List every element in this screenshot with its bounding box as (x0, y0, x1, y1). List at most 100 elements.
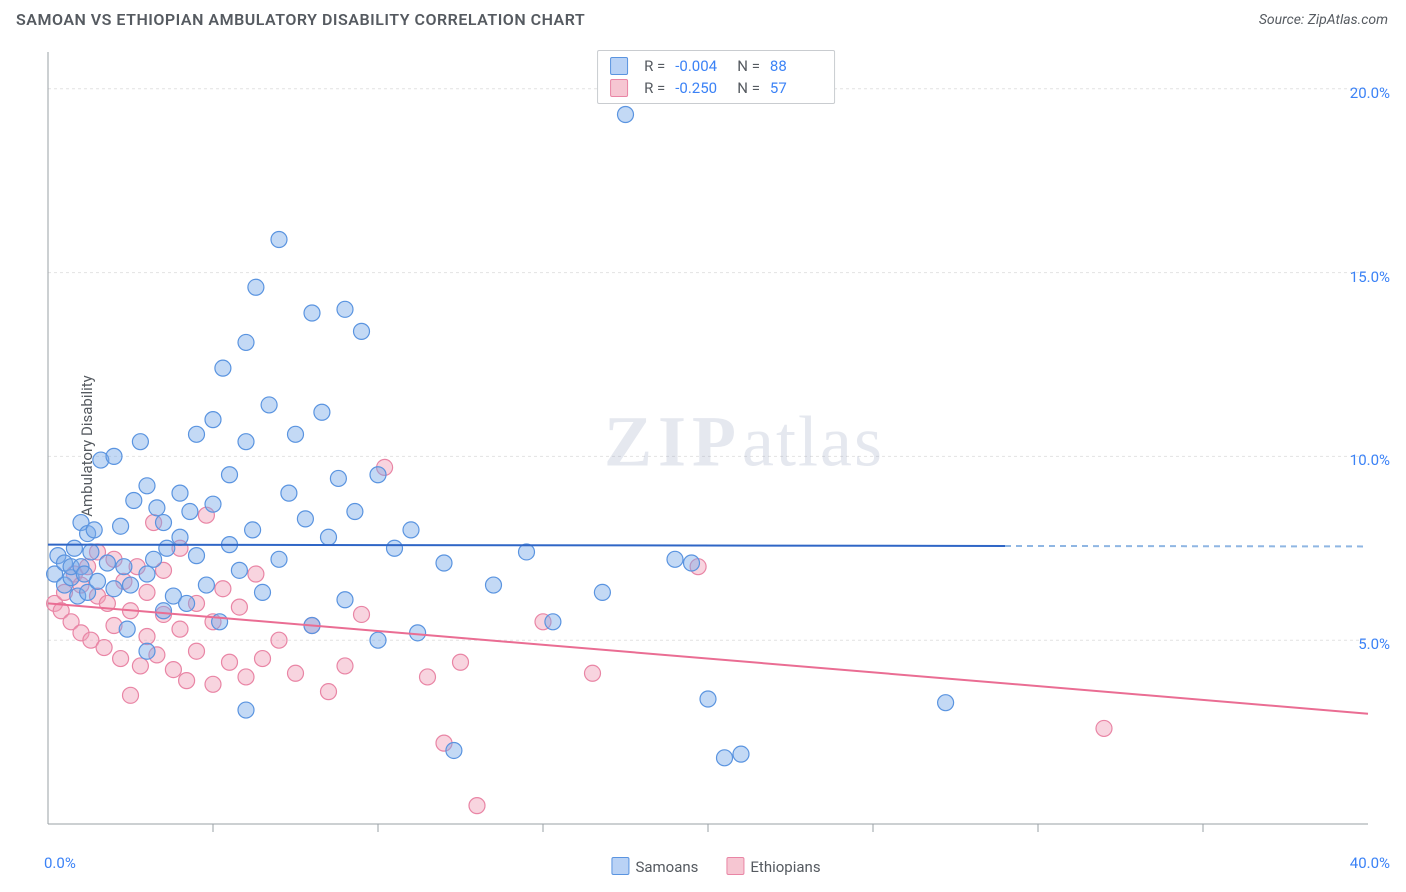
data-point (215, 360, 231, 376)
data-point (172, 621, 188, 637)
data-point (139, 643, 155, 659)
data-point (717, 750, 733, 766)
data-point (106, 448, 122, 464)
data-point (446, 742, 462, 758)
data-point (172, 485, 188, 501)
data-point (271, 231, 287, 247)
y-tick: 10.0% (1350, 451, 1390, 469)
trend-line (48, 545, 1005, 546)
data-point (238, 434, 254, 450)
y-tick: 15.0% (1350, 268, 1390, 286)
x-tick-max: 40.0% (1350, 854, 1390, 872)
y-tick: 5.0% (1358, 635, 1390, 653)
data-point (96, 640, 112, 656)
data-point (106, 581, 122, 597)
y-axis-label: Ambulatory Disability (78, 375, 96, 517)
data-point (453, 654, 469, 670)
data-point (436, 555, 452, 571)
data-point (667, 551, 683, 567)
data-point (594, 584, 610, 600)
data-point (733, 746, 749, 762)
data-point (248, 566, 264, 582)
data-point (212, 614, 228, 630)
data-point (86, 522, 102, 538)
data-point (271, 551, 287, 567)
data-point (231, 562, 247, 578)
data-point (297, 511, 313, 527)
scatter-plot (44, 48, 1380, 834)
series-legend: Samoans Ethiopians (611, 857, 820, 876)
data-point (314, 404, 330, 420)
data-point (271, 632, 287, 648)
data-point (245, 522, 261, 538)
data-point (684, 555, 700, 571)
data-point (189, 548, 205, 564)
data-point (132, 434, 148, 450)
data-point (172, 529, 188, 545)
data-point (146, 551, 162, 567)
legend-item: Ethiopians (726, 857, 820, 876)
data-point (179, 673, 195, 689)
data-point (139, 629, 155, 645)
data-point (261, 397, 277, 413)
data-point (83, 544, 99, 560)
data-point (198, 577, 214, 593)
data-point (288, 426, 304, 442)
y-tick: 20.0% (1350, 84, 1390, 102)
data-point (189, 643, 205, 659)
x-tick-min: 0.0% (44, 854, 76, 872)
data-point (222, 654, 238, 670)
data-point (119, 621, 135, 637)
data-point (337, 301, 353, 317)
data-point (321, 684, 337, 700)
data-point (113, 651, 129, 667)
data-point (370, 467, 386, 483)
data-point (189, 426, 205, 442)
data-point (126, 492, 142, 508)
data-point (99, 555, 115, 571)
data-point (304, 305, 320, 321)
legend-stat-row: R =-0.004N =88 (610, 55, 822, 77)
data-point (545, 614, 561, 630)
data-point (123, 577, 139, 593)
stats-legend: R =-0.004N =88R =-0.250N =57 (597, 50, 835, 104)
data-point (113, 518, 129, 534)
source-label: Source: ZipAtlas.com (1259, 12, 1388, 28)
data-point (585, 665, 601, 681)
data-point (139, 584, 155, 600)
data-point (938, 695, 954, 711)
data-point (321, 529, 337, 545)
data-point (238, 669, 254, 685)
data-point (159, 540, 175, 556)
data-point (123, 687, 139, 703)
legend-item: Samoans (611, 857, 698, 876)
chart-title: SAMOAN VS ETHIOPIAN AMBULATORY DISABILIT… (16, 10, 585, 29)
data-point (281, 485, 297, 501)
data-point (205, 496, 221, 512)
data-point (255, 651, 271, 667)
data-point (354, 606, 370, 622)
data-point (132, 658, 148, 674)
data-point (179, 595, 195, 611)
data-point (330, 470, 346, 486)
data-point (238, 702, 254, 718)
data-point (248, 279, 264, 295)
data-point (165, 662, 181, 678)
data-point (139, 566, 155, 582)
data-point (403, 522, 419, 538)
data-point (337, 658, 353, 674)
data-point (469, 798, 485, 814)
data-point (149, 500, 165, 516)
data-point (618, 106, 634, 122)
data-point (519, 544, 535, 560)
data-point (231, 599, 247, 615)
data-point (215, 581, 231, 597)
chart-area: Ambulatory Disability ZIPatlas R =-0.004… (44, 48, 1388, 844)
data-point (255, 584, 271, 600)
data-point (700, 691, 716, 707)
data-point (156, 603, 172, 619)
data-point (182, 504, 198, 520)
data-point (222, 467, 238, 483)
data-point (347, 504, 363, 520)
data-point (238, 334, 254, 350)
